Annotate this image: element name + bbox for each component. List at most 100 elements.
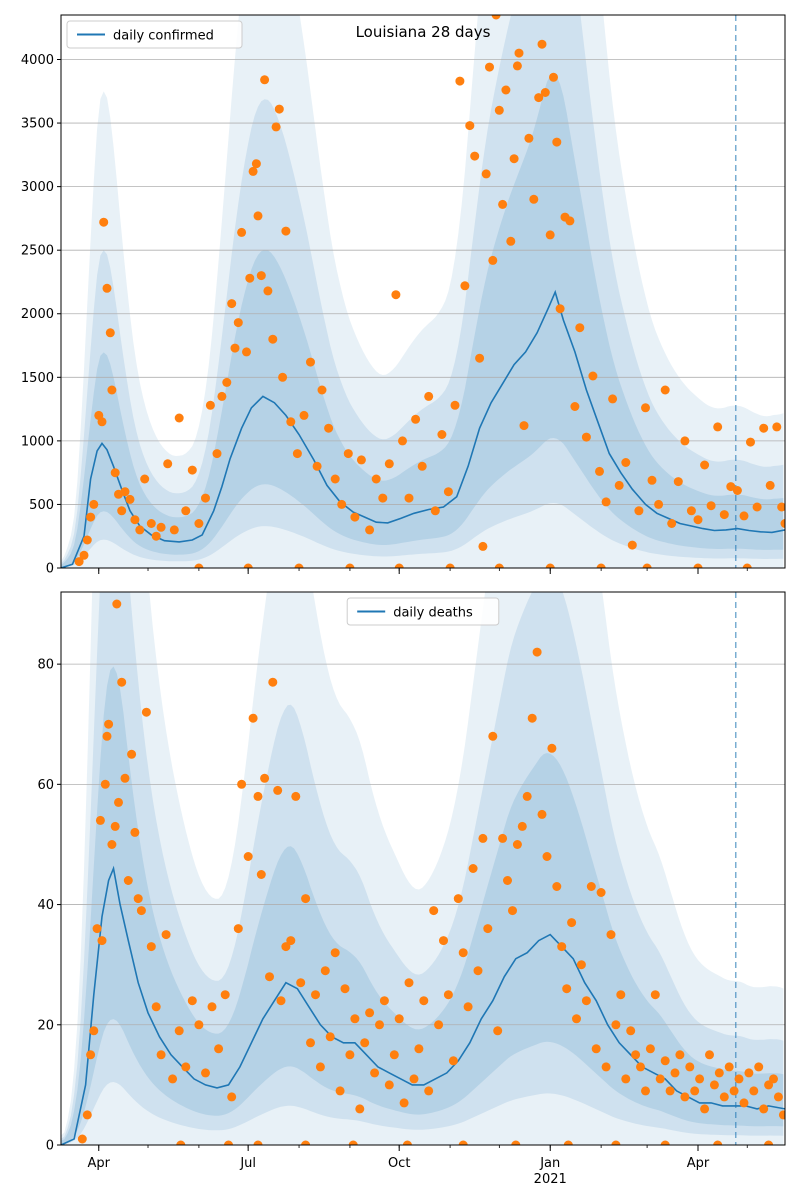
data-point (227, 1092, 237, 1102)
y-tick-label: 2000 (21, 307, 54, 322)
data-point (201, 1068, 210, 1078)
data-point (478, 833, 488, 843)
data-point (379, 996, 389, 1006)
confirmed-panel: 0 500 1000 1500 2000 2500 3000 3500 4000 Louisia… (21, 14, 786, 577)
data-point (163, 459, 173, 469)
data-point (95, 815, 105, 825)
data-point (680, 1092, 690, 1102)
data-point (181, 1062, 191, 1072)
y-tick-label: 60 (37, 778, 54, 793)
data-point (151, 1002, 161, 1012)
data-point (729, 1086, 739, 1096)
daily-deaths-line (61, 865, 785, 1145)
data-point (552, 882, 562, 891)
data-point (140, 474, 150, 484)
data-point (719, 1092, 729, 1102)
data-point (237, 779, 247, 789)
data-point (458, 948, 468, 958)
data-point (350, 1014, 360, 1024)
data-point (764, 1080, 774, 1090)
data-point (537, 39, 547, 49)
data-point (540, 88, 550, 97)
data-point (212, 449, 222, 459)
data-point (110, 468, 120, 478)
data-point (562, 984, 572, 994)
data-point (312, 461, 322, 471)
data-point (460, 281, 470, 291)
data-point (685, 1062, 695, 1072)
data-point (493, 1026, 503, 1036)
deaths-data-points (77, 599, 785, 1145)
data-point (337, 499, 347, 509)
data-point (611, 1020, 621, 1030)
confirmed-data-points (74, 15, 785, 568)
data-point (330, 474, 340, 484)
data-point (429, 906, 439, 916)
data-point (394, 1014, 404, 1024)
data-point (545, 563, 555, 568)
data-point (176, 1140, 186, 1145)
data-point (104, 719, 114, 729)
data-point (532, 647, 542, 657)
data-point (242, 347, 251, 357)
data-point (512, 840, 522, 849)
data-point (641, 1086, 650, 1096)
data-point (670, 1068, 680, 1078)
data-point (335, 1086, 345, 1096)
confirmed-x-axis (98, 568, 748, 574)
data-point (217, 391, 227, 401)
data-point (534, 93, 544, 103)
data-point (161, 930, 171, 940)
x-tick-year-label: 2021 (534, 1172, 567, 1187)
data-point (591, 1044, 601, 1054)
data-point (356, 455, 366, 465)
data-point (214, 1044, 224, 1054)
data-point (123, 876, 133, 885)
data-point (726, 482, 736, 492)
data-point (222, 377, 232, 387)
data-point (494, 563, 504, 568)
x-tick-label: Jan (539, 1156, 560, 1171)
data-point (450, 400, 460, 410)
data-point (769, 1074, 778, 1084)
data-point (588, 371, 598, 381)
data-point (237, 227, 247, 237)
data-point (399, 1098, 409, 1108)
data-point (567, 918, 577, 928)
data-point (742, 563, 752, 568)
data-point (555, 304, 565, 314)
data-point (348, 1140, 358, 1145)
data-point (780, 519, 785, 528)
data-point (194, 519, 204, 528)
data-point (596, 888, 606, 897)
data-point (552, 137, 562, 147)
data-point (645, 1044, 655, 1054)
data-point (127, 749, 137, 759)
data-point (714, 1068, 724, 1078)
data-point (601, 1062, 611, 1072)
data-point (660, 385, 670, 395)
data-point (734, 1074, 744, 1084)
data-point (690, 1086, 700, 1096)
data-point (181, 506, 191, 516)
data-point (655, 1074, 665, 1084)
data-point (693, 515, 703, 525)
data-point (695, 1074, 705, 1084)
data-point (503, 876, 512, 885)
data-point (673, 477, 683, 487)
data-point (557, 942, 567, 952)
chart-title: Louisiana 28 days (356, 23, 491, 41)
data-point (522, 791, 532, 801)
data-point (260, 773, 270, 783)
data-point (773, 1092, 783, 1102)
data-point (274, 104, 284, 114)
data-point (636, 1062, 645, 1072)
data-point (508, 906, 517, 916)
data-point (759, 423, 769, 433)
data-point (634, 506, 644, 516)
data-point (86, 512, 96, 522)
data-point (744, 1068, 754, 1078)
data-point (458, 1140, 468, 1145)
data-point (100, 779, 110, 789)
